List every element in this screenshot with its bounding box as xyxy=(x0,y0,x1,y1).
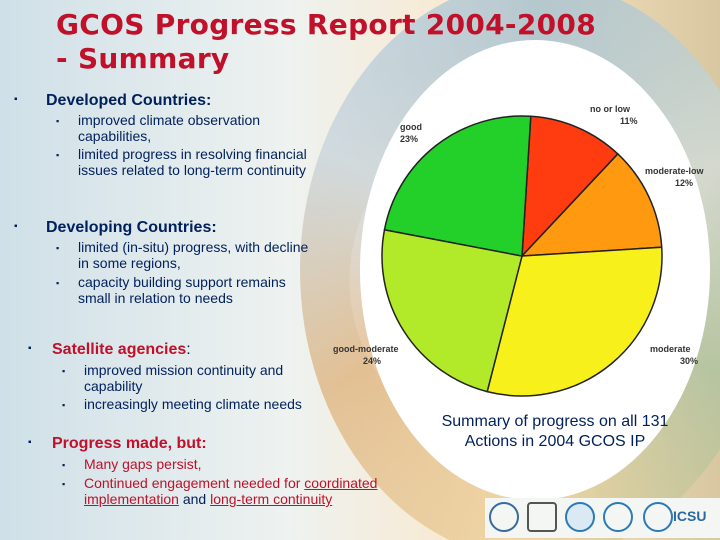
heading-text: Satellite agencies xyxy=(52,341,187,358)
bullet-text: limited (in-situ) progress, with decline… xyxy=(78,239,309,271)
pie-slice-good-moderate xyxy=(381,228,523,393)
slice-value-label: 11% xyxy=(620,116,638,126)
ioc-logo-icon xyxy=(565,502,595,532)
wmo-logo-icon xyxy=(489,502,519,532)
title-line-2: - Summary xyxy=(56,42,230,75)
slice-value-label: 24% xyxy=(363,356,381,366)
bullet-marker: ▪ xyxy=(62,460,66,470)
bullet-text: Many gaps persist, xyxy=(84,456,202,472)
bullet-marker: ▪ xyxy=(28,343,32,354)
bullet-marker: ▪ xyxy=(56,150,60,160)
slice-label: good-moderate xyxy=(333,344,399,354)
pie-slice-good xyxy=(383,115,532,257)
unesco-logo-icon xyxy=(527,502,557,532)
heading-text: Progress made, but: xyxy=(52,435,207,452)
section-heading-developed: ▪ Developed Countries: xyxy=(14,92,212,110)
heading-text: Developing Countries: xyxy=(46,219,217,236)
section-heading-satellite: ▪ Satellite agencies: xyxy=(28,341,191,359)
bullet-text: Continued engagement needed for xyxy=(84,475,301,491)
bullet-text: increasingly meeting climate needs xyxy=(84,396,302,412)
bullet-progress-1: ▪ Many gaps persist, xyxy=(62,456,364,472)
pie-slice-no-or-low xyxy=(521,115,619,259)
bullet-text: limited progress in resolving financial … xyxy=(78,146,307,178)
heading-text: Developed Countries: xyxy=(46,92,212,109)
bullet-developed-2: ▪ limited progress in resolving financia… xyxy=(56,146,328,178)
bullet-marker: ▪ xyxy=(14,94,18,105)
chart-caption: Summary of progress on all 131 Actions i… xyxy=(441,413,669,450)
icsu-logo-text: ICSU xyxy=(673,508,707,524)
bullet-marker: ▪ xyxy=(56,116,60,126)
page-title: GCOS Progress Report 2004-2008 - Summary xyxy=(56,8,596,76)
slice-label: moderate-low xyxy=(645,166,705,176)
unep-logo-icon xyxy=(603,502,633,532)
bullet-marker: ▪ xyxy=(62,400,66,410)
bullet-marker: ▪ xyxy=(56,243,60,253)
slice-label: good xyxy=(400,122,422,132)
bullet-link-text: coordinated implementation xyxy=(84,475,378,507)
bullet-developing-1: ▪ limited (in-situ) progress, with decli… xyxy=(56,239,318,271)
section-heading-developing: ▪ Developing Countries: xyxy=(14,219,217,237)
bullet-text: capacity building support remains small … xyxy=(78,274,286,306)
bullet-marker: ▪ xyxy=(62,366,66,376)
heading-suffix: : xyxy=(186,341,191,358)
logo-strip: ICSU xyxy=(485,498,720,538)
bullet-developing-2: ▪ capacity building support remains smal… xyxy=(56,274,298,306)
bullet-text: improved mission continuity and capabili… xyxy=(84,362,284,394)
pie-slice-moderate-low xyxy=(520,152,663,257)
slice-label: moderate xyxy=(650,344,691,354)
slice-value-label: 23% xyxy=(400,134,418,144)
bullet-developed-1: ▪ improved climate observation capabilit… xyxy=(56,112,328,144)
bullet-text: improved climate observation capabilitie… xyxy=(78,112,261,144)
bullet-progress-2: ▪ Continued engagement needed for coordi… xyxy=(62,475,384,507)
section-heading-progress: ▪ Progress made, but: xyxy=(28,435,207,453)
bullet-marker: ▪ xyxy=(14,221,18,232)
icsu-logo-icon xyxy=(643,502,673,532)
bullet-link-text: long-term continuity xyxy=(210,491,333,507)
bullet-marker: ▪ xyxy=(62,479,66,489)
bullet-satellite-1: ▪ improved mission continuity and capabi… xyxy=(62,362,344,394)
title-line-1: GCOS Progress Report 2004-2008 xyxy=(56,8,596,41)
slice-label: no or low xyxy=(590,104,631,114)
pie-slice-moderate xyxy=(486,246,663,397)
bullet-marker: ▪ xyxy=(28,437,32,448)
bullet-satellite-2: ▪ increasingly meeting climate needs xyxy=(62,396,374,412)
bullet-joiner-text: and xyxy=(182,491,207,507)
bullet-marker: ▪ xyxy=(56,278,60,288)
slice-value-label: 30% xyxy=(680,356,698,366)
slice-value-label: 12% xyxy=(675,178,693,188)
